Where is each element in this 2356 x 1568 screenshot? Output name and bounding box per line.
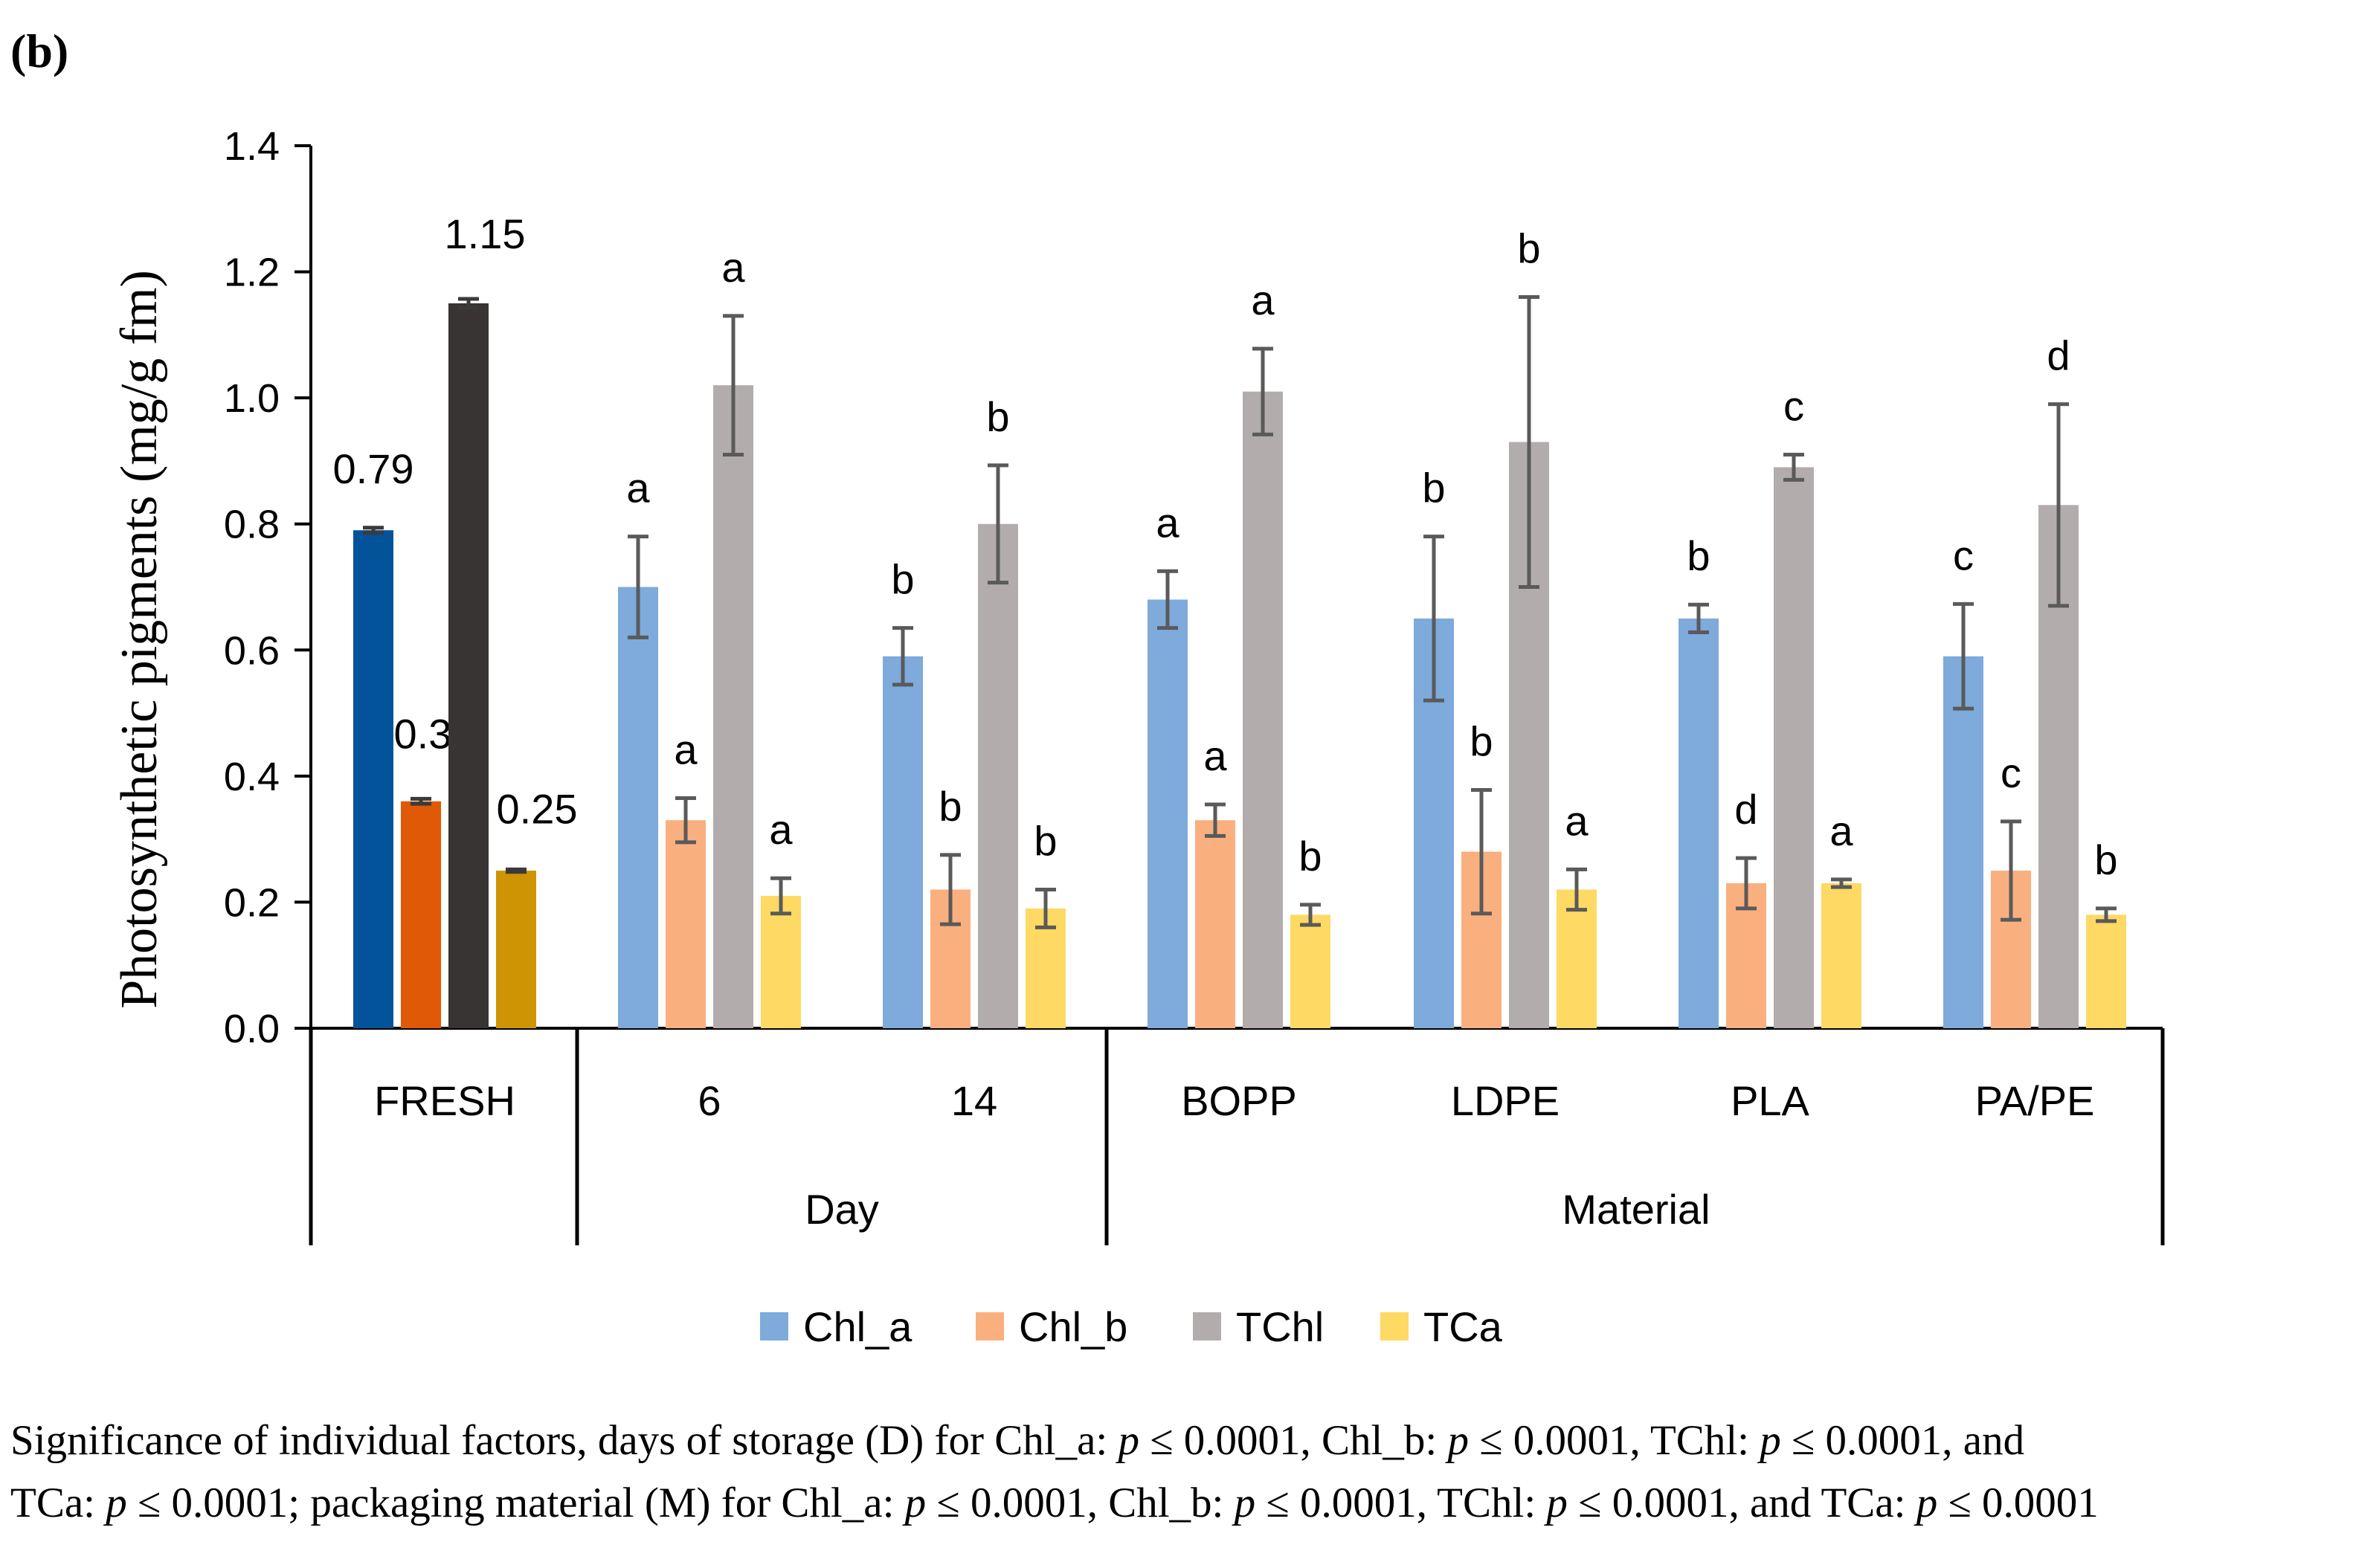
significance-letter: b: [1298, 833, 1322, 880]
bar-chl-a: [1148, 599, 1188, 1028]
significance-letter: d: [2047, 332, 2070, 379]
significance-letter: b: [1517, 225, 1540, 271]
figure-caption: Significance of individual factors, days…: [10, 1410, 2353, 1535]
bar-tca: [761, 895, 801, 1028]
bar-tchl: [978, 523, 1018, 1028]
legend-swatch: [976, 1312, 1004, 1340]
legend-swatch: [1193, 1312, 1221, 1340]
significance-letter: b: [1687, 532, 1710, 579]
significance-letter: a: [721, 244, 745, 291]
bar-tchl: [1774, 467, 1814, 1028]
bar-tca: [2086, 914, 2126, 1028]
legend-label: Chl_b: [1019, 1303, 1127, 1350]
bar-tchl: [1243, 391, 1283, 1028]
bar-chl-a: [1679, 618, 1719, 1028]
x-group-label: Material: [1562, 1186, 1710, 1233]
x-group-label: Day: [805, 1186, 879, 1233]
bar-chl-a: [353, 530, 393, 1028]
bar-chl-a: [1943, 656, 1983, 1028]
legend-label: TChl: [1236, 1303, 1324, 1350]
bar-tca: [1290, 914, 1330, 1028]
data-label: 1.15: [445, 210, 526, 257]
y-tick-label: 1.2: [224, 251, 280, 295]
y-tick-label: 0.2: [224, 880, 280, 925]
significance-letter: c: [1783, 382, 1804, 429]
x-category-label: BOPP: [1181, 1077, 1297, 1124]
legend-label: Chl_a: [803, 1303, 913, 1350]
bar-tca: [496, 871, 536, 1028]
legend-swatch: [760, 1312, 788, 1340]
significance-letter: b: [891, 556, 914, 603]
x-category-label: PA/PE: [1975, 1077, 2095, 1124]
significance-letter: a: [674, 726, 698, 773]
x-category-label: 6: [698, 1077, 721, 1124]
data-label: 0.79: [333, 445, 414, 492]
legend-label: TCa: [1423, 1303, 1503, 1350]
significance-letter: a: [1203, 732, 1227, 779]
significance-letter: a: [1251, 277, 1275, 323]
bar-chl-a: [618, 587, 658, 1028]
y-axis-title: Photosynthetic pigments (mg/g fm): [111, 270, 168, 1009]
bar-tchl: [448, 303, 489, 1028]
y-tick-label: 0.6: [224, 628, 280, 673]
significance-letter: a: [769, 806, 793, 853]
y-tick-label: 0.8: [224, 503, 280, 547]
bar-tca: [1821, 883, 1861, 1028]
x-category-label: LDPE: [1451, 1077, 1560, 1124]
caption-line-1: Significance of individual factors, days…: [10, 1417, 2025, 1464]
bar-chl-a: [883, 656, 923, 1028]
bar-chl-b: [401, 801, 441, 1028]
significance-letter: b: [1422, 465, 1445, 512]
significance-letter: a: [1829, 807, 1853, 854]
y-tick-label: 0.0: [224, 1007, 280, 1051]
significance-letter: a: [1156, 499, 1179, 546]
x-category-label: 14: [951, 1077, 997, 1124]
y-tick-label: 1.4: [224, 124, 280, 169]
panel-label: (b): [10, 25, 68, 77]
y-tick-label: 0.4: [224, 755, 280, 799]
significance-letter: c: [1953, 532, 1974, 578]
significance-letter: c: [2001, 749, 2021, 796]
significance-letter: b: [1470, 718, 1493, 765]
significance-letter: b: [986, 393, 1009, 440]
data-label: 0.25: [497, 785, 578, 832]
significance-letter: d: [1734, 786, 1757, 833]
significance-letter: b: [1034, 817, 1057, 864]
x-category-label: PLA: [1731, 1077, 1809, 1124]
bar-chl-b: [1195, 820, 1235, 1028]
y-tick-label: 1.0: [224, 376, 280, 421]
significance-letter: b: [939, 783, 962, 830]
significance-letter: a: [626, 465, 650, 512]
legend-swatch: [1380, 1312, 1409, 1340]
bar-chl-b: [666, 820, 706, 1028]
significance-letter: a: [1565, 797, 1589, 844]
bar-tca: [1557, 889, 1597, 1028]
bar-tchl: [713, 385, 753, 1028]
significance-letter: b: [2094, 836, 2117, 883]
x-category-label: FRESH: [374, 1077, 515, 1124]
caption-line-2: TCa: p ≤ 0.0001; packaging material (M) …: [10, 1480, 2099, 1526]
